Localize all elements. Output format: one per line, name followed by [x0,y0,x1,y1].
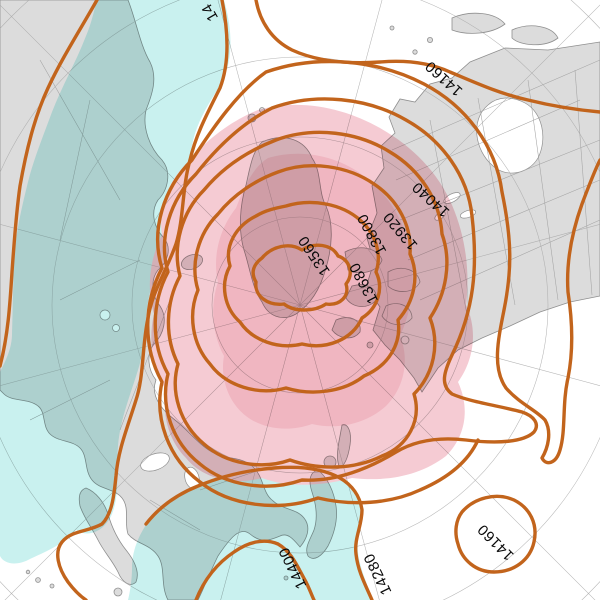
contour-line-west-outer [0,0,99,368]
contour-14280-bottom [144,465,374,600]
contour-13560 [222,200,382,348]
arctic-island-small [426,37,433,44]
contour-13800 [166,130,449,469]
contour-14160-top [254,0,600,114]
contour-14040 [146,59,600,508]
contour-14160-closed-cell [454,494,537,574]
contour-label: 14 [198,0,222,24]
contour-line-west-inner [56,0,229,600]
contour-13920 [153,97,539,488]
island-small [25,569,31,575]
arctic-island [511,25,559,46]
shading-cyan-west [0,0,231,564]
island-small [35,577,41,583]
arctic-island [451,12,506,34]
arctic-island-small [389,25,395,31]
contour-13440-inner-loop [251,243,352,312]
arctic-island-small [412,49,418,55]
island-small [49,583,55,589]
contour-13680 [191,164,417,394]
contour-14400-bottom [194,539,316,600]
hudson-bay [476,97,544,174]
island-sicily [113,587,123,597]
